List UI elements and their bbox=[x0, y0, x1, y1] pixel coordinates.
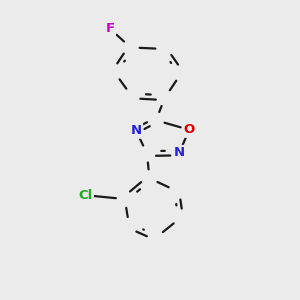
Text: Cl: Cl bbox=[78, 189, 92, 202]
Text: O: O bbox=[184, 123, 195, 136]
Text: F: F bbox=[105, 22, 114, 35]
Text: N: N bbox=[130, 124, 142, 137]
Text: N: N bbox=[174, 146, 185, 160]
